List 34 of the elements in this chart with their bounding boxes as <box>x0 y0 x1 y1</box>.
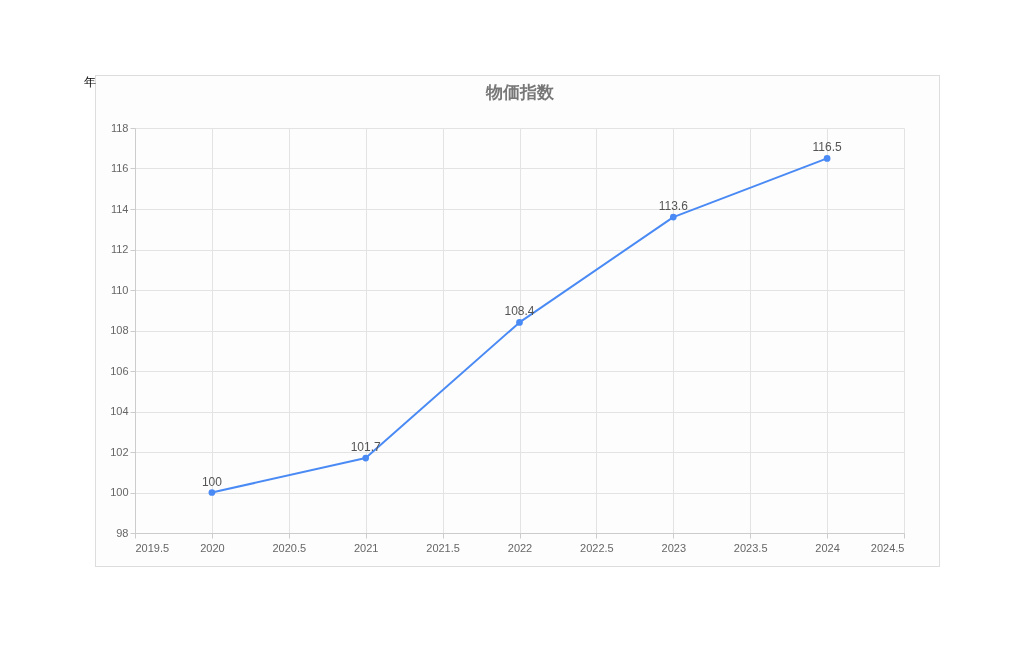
x-tick-label: 2024.5 <box>870 541 905 554</box>
data-label: 100 <box>201 474 223 489</box>
text: 年 <box>84 74 96 91</box>
chart-title: 物価指数 <box>484 82 555 102</box>
point <box>362 454 370 462</box>
data-label: 116.5 <box>812 140 842 155</box>
x-tick-label: 2020.5 <box>272 541 307 554</box>
x-tick-label: 2022 <box>507 541 533 554</box>
y-tick-label: 110 <box>110 283 129 296</box>
point <box>208 489 216 496</box>
y-tick-label: 116 <box>110 162 129 174</box>
y-tick-label: 104 <box>110 405 129 417</box>
x-tick-label: 2024 <box>815 541 840 554</box>
data-label: 108.4 <box>504 304 535 319</box>
y-tick-label: 98 <box>116 526 129 539</box>
x-tick-label: 2023.5 <box>733 541 768 554</box>
y-tick-label: 118 <box>110 121 129 134</box>
x-tick-label: 2023 <box>661 541 687 554</box>
x-tick-label: 2022.5 <box>580 541 614 554</box>
data-label: 101.7 <box>350 440 382 455</box>
point <box>823 155 831 162</box>
y-tick-label: 108 <box>110 324 129 336</box>
x-tick-label: 2020 <box>200 541 225 554</box>
data-label: 113.6 <box>658 199 689 214</box>
x-tick-label: 2021.5 <box>426 541 460 554</box>
x-tick-label: 2019.5 <box>135 541 170 554</box>
y-tick-label: 114 <box>110 202 129 215</box>
point <box>516 319 523 326</box>
x-tick-label: 2021 <box>353 541 379 554</box>
y-tick-label: 102 <box>110 445 129 458</box>
point <box>669 213 677 221</box>
y-tick-label: 100 <box>110 486 129 498</box>
y-tick-label: 112 <box>110 243 129 255</box>
y-tick-label: 106 <box>110 364 129 377</box>
